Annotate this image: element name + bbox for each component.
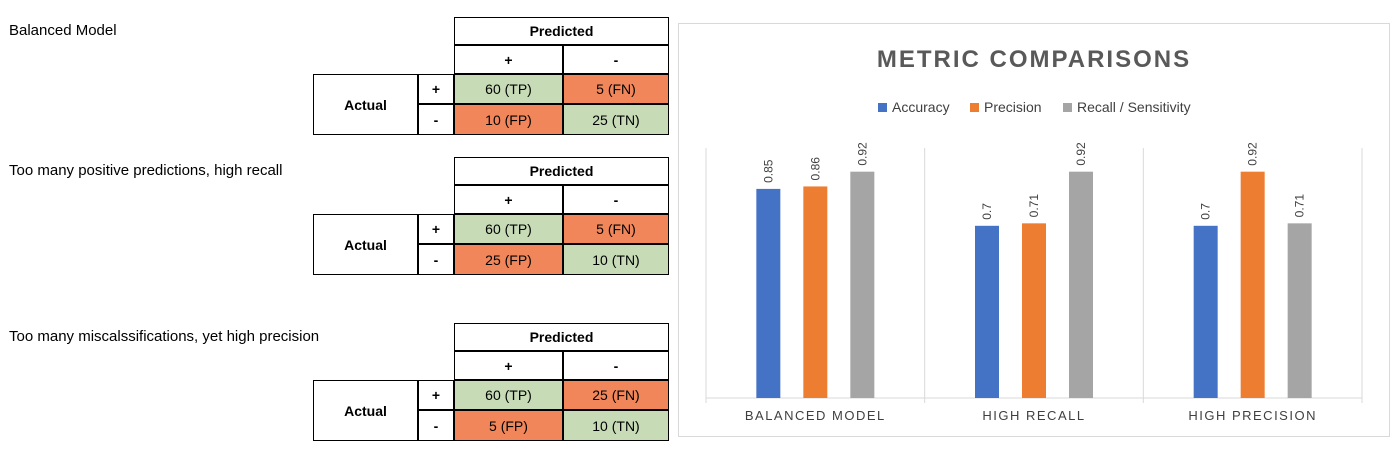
bar-precision [803, 186, 828, 398]
predicted-minus-header: - [563, 45, 669, 74]
confusion-matrix: Predicted + - Actual + -60 (TP) 5 (FN) 10 (FP) 2… [313, 17, 669, 135]
bar-precision [1022, 223, 1046, 398]
bar-recall-sensitivity [850, 171, 875, 398]
predicted-plus-header: + [454, 45, 563, 74]
block-title: Too many positive predictions, high reca… [9, 162, 283, 179]
chart-title: METRIC COMPARISONS [877, 46, 1191, 73]
actual-header: Actual [313, 380, 418, 441]
data-label: 0.7 [980, 203, 994, 220]
data-label: 0.92 [1246, 142, 1260, 166]
actual-minus-header: - [418, 104, 454, 135]
false-negative-cell: 5 (FN) [563, 74, 669, 104]
legend-entry: Precision [984, 99, 1042, 115]
bar-recall-sensitivity [1287, 223, 1312, 398]
data-label: 0.92 [1074, 142, 1088, 166]
data-label: 0.71 [1027, 194, 1041, 218]
false-positive-cell: 5 (FP) [454, 410, 563, 441]
data-label: 0.86 [808, 157, 822, 181]
legend-entry: Recall / Sensitivity [1077, 99, 1191, 115]
actual-plus-header: + [418, 214, 454, 244]
chart-svg: METRIC COMPARISONS Accuracy Precision Recal… [705, 46, 1363, 423]
predicted-minus-header: - [563, 351, 669, 380]
legend-entry: Accuracy [892, 99, 950, 115]
true-positive-cell: 60 (TP) [454, 380, 563, 410]
actual-plus-header: + [418, 74, 454, 104]
actual-plus-header: + [418, 380, 454, 410]
bar-recall-sensitivity [1069, 171, 1093, 398]
metric-comparison-chart: METRIC COMPARISONS Accuracy Precision Recal… [678, 23, 1390, 437]
block-title: Too many miscalssifications, yet high pr… [9, 328, 320, 345]
actual-header: Actual [313, 214, 418, 275]
false-negative-cell: 5 (FN) [563, 214, 669, 244]
data-label: 0.7 [1199, 203, 1213, 220]
true-positive-cell: 60 (TP) [454, 214, 563, 244]
data-label: 0.92 [855, 142, 869, 166]
block-title: Balanced Model [9, 22, 117, 39]
data-label: 0.71 [1293, 194, 1307, 218]
true-negative-cell: 25 (TN) [563, 104, 669, 135]
predicted-plus-header: + [454, 351, 563, 380]
legend-swatch [878, 103, 887, 112]
data-label: 0.85 [761, 159, 775, 183]
legend-swatch [1063, 103, 1072, 112]
true-negative-cell: 10 (TN) [563, 410, 669, 441]
bar-precision [1240, 171, 1265, 398]
true-positive-cell: 60 (TP) [454, 74, 563, 104]
actual-header: Actual [313, 74, 418, 135]
confusion-matrix: Predicted + - Actual + -60 (TP) 25 (FN) 5 (FP) 1… [313, 323, 669, 441]
category-label: BALANCED MODEL [745, 408, 886, 423]
confusion-matrix: Predicted + - Actual + -60 (TP) 5 (FN) 25 (FP) 1… [313, 157, 669, 275]
bar-accuracy [756, 188, 781, 398]
predicted-header: Predicted [454, 157, 669, 185]
category-label: HIGH RECALL [982, 408, 1085, 423]
bar-accuracy [975, 225, 999, 398]
predicted-plus-header: + [454, 185, 563, 214]
actual-minus-header: - [418, 410, 454, 441]
actual-minus-header: - [418, 244, 454, 275]
predicted-header: Predicted [454, 17, 669, 45]
false-positive-cell: 10 (FP) [454, 104, 563, 135]
false-positive-cell: 25 (FP) [454, 244, 563, 275]
predicted-minus-header: - [563, 185, 669, 214]
legend-swatch [970, 103, 979, 112]
true-negative-cell: 10 (TN) [563, 244, 669, 275]
false-negative-cell: 25 (FN) [563, 380, 669, 410]
predicted-header: Predicted [454, 323, 669, 351]
bar-accuracy [1193, 225, 1218, 398]
category-label: HIGH PRECISION [1188, 408, 1317, 423]
